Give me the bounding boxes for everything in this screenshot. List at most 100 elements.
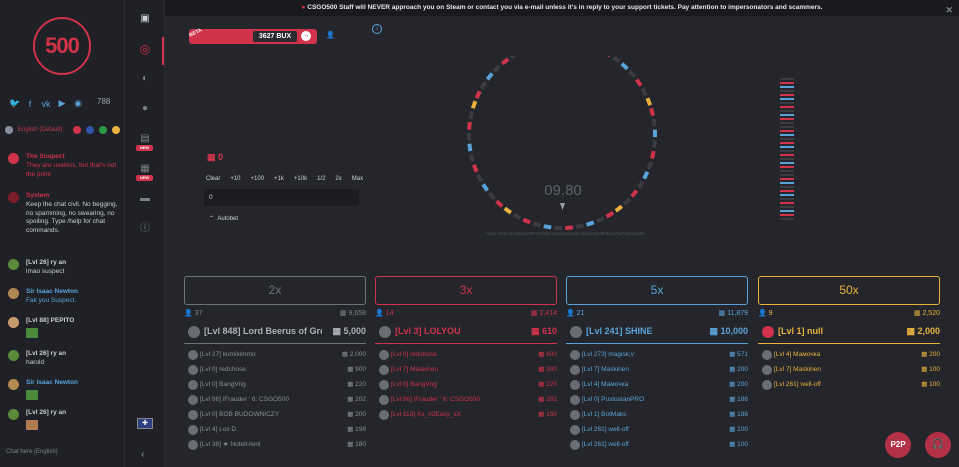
history-mark bbox=[780, 102, 794, 104]
language-selector[interactable]: English (Default) bbox=[5, 126, 121, 134]
wheel-segment bbox=[651, 118, 657, 127]
globe-icon bbox=[5, 126, 13, 134]
bettor-name[interactable]: [Lvl 96] iFrauder ' 6: CSGO500 bbox=[391, 396, 481, 403]
bettor-name[interactable]: [Lvl 273] magisk;v bbox=[582, 351, 635, 358]
bettor-row: [Lvl 4] Мамочка ▦ 200 bbox=[758, 348, 940, 363]
shop-icon[interactable]: ▦ bbox=[140, 163, 150, 174]
support-headset-icon[interactable]: 🎧 bbox=[925, 432, 951, 458]
bettor-name[interactable]: [Lvl 261] well-off bbox=[582, 441, 629, 448]
half-button[interactable]: 1/2 bbox=[317, 176, 326, 182]
chat-username[interactable]: [Lvl 88] PEPITO bbox=[26, 317, 75, 324]
bettor-name[interactable]: [Lvl 261] well-off bbox=[774, 381, 821, 388]
coins-icon: ▦ bbox=[538, 351, 547, 358]
info-icon[interactable]: ⓘ bbox=[140, 223, 150, 234]
add-10k-button[interactable]: +10k bbox=[293, 176, 308, 182]
chat-alert-icon[interactable]: ▣ bbox=[140, 13, 150, 24]
bettor-name[interactable]: [Lvl 0] redchose bbox=[200, 366, 246, 373]
flag-icon[interactable] bbox=[73, 126, 82, 134]
bettor-name[interactable]: [Lvl 4] Мамочка bbox=[774, 351, 821, 358]
roulette-icon[interactable]: ◎ bbox=[139, 42, 151, 56]
collapse-chevron-icon[interactable]: ‹ bbox=[141, 449, 145, 460]
bettor-amount-value: 2,000 bbox=[349, 351, 366, 358]
bettor-name[interactable]: [Lvl 0] BangVng bbox=[200, 381, 246, 388]
top-bettor-name[interactable]: [Lvl 1] null bbox=[778, 326, 823, 336]
bettor-amount-value: 200 bbox=[929, 351, 940, 358]
bettor-amount: ▦ 200 bbox=[347, 408, 366, 421]
add-100-button[interactable]: +100 bbox=[250, 176, 265, 182]
autobet-toggle[interactable]: ⌃ Autobet bbox=[209, 215, 238, 222]
bet-amount-value: 0 bbox=[218, 152, 224, 162]
wheel-segment bbox=[634, 78, 643, 87]
bettor-name[interactable]: [Lvl 4] Мамочка bbox=[582, 381, 629, 388]
close-icon[interactable]: ✕ bbox=[945, 5, 953, 15]
wheel-segment bbox=[620, 62, 629, 71]
clear-button[interactable]: Clear bbox=[206, 176, 221, 182]
discord-icon[interactable]: ◉ bbox=[74, 98, 82, 108]
wheel-segment bbox=[605, 211, 615, 219]
bet-0-button[interactable]: 2x bbox=[184, 276, 366, 305]
twitter-icon[interactable]: 🐦 bbox=[9, 98, 21, 108]
bettor-name[interactable]: [Lvl 0] BangVng bbox=[391, 381, 437, 388]
add-10-button[interactable]: +10 bbox=[230, 176, 241, 182]
top-bettor-name[interactable]: [Lvl 3] LOLYOU bbox=[395, 326, 461, 336]
bettor-list: [Lvl 273] magisk;v ▦ 571 [Lvl 7] Maskine… bbox=[566, 348, 748, 453]
bettor-name[interactable]: [Lvl 261] well-off bbox=[582, 426, 629, 433]
bettor-amount-value: 900 bbox=[355, 366, 366, 373]
chat-message: Sir Isaac Newton Fak you Suspect. bbox=[8, 288, 118, 306]
bettor-name[interactable]: [Lvl 7] Maskinen bbox=[391, 366, 438, 373]
uk-flag-icon[interactable]: ✚ bbox=[137, 418, 153, 429]
top-bettor-name[interactable]: [Lvl 241] SHINE bbox=[586, 326, 653, 336]
bet-1-button[interactable]: 3x bbox=[375, 276, 557, 305]
flag-icon[interactable] bbox=[99, 126, 108, 134]
bettor-amount-value: 150 bbox=[546, 411, 557, 418]
p2p-button[interactable]: P2P bbox=[885, 432, 911, 458]
bettor-name[interactable]: [Lvl 113] Xx_#2Easy_xX bbox=[391, 411, 461, 418]
double-button[interactable]: 2x bbox=[335, 176, 342, 182]
chat-username[interactable]: [Lvl 26] ry an bbox=[26, 350, 67, 357]
youtube-icon[interactable]: ▶ bbox=[58, 98, 66, 108]
wheel-segment bbox=[522, 217, 531, 225]
history-mark bbox=[780, 122, 794, 124]
bettor-row: [Lvl 261] well-off ▦ 100 bbox=[566, 423, 748, 438]
flag-icon[interactable] bbox=[112, 126, 121, 134]
chat-username[interactable]: [Lvl 26] ry an bbox=[26, 259, 67, 266]
bettor-name[interactable]: [Lvl 0] redchose bbox=[391, 351, 437, 358]
chat-message: [Lvl 88] PEPITO bbox=[8, 317, 118, 338]
user-icon[interactable]: ● bbox=[141, 103, 149, 114]
gift-icon[interactable]: ▤ bbox=[140, 133, 150, 144]
chat-username[interactable]: Sir Isaac Newton bbox=[26, 288, 79, 295]
inventory-icon[interactable]: ▬ bbox=[140, 193, 150, 204]
chat-input[interactable]: Chat here (English) bbox=[6, 449, 58, 455]
bettor-name[interactable]: [Lvl 4] Lox D bbox=[200, 426, 237, 433]
wheel-segment bbox=[469, 153, 475, 163]
chat-username[interactable]: Sir Isaac Newton bbox=[26, 379, 79, 386]
top-bettor-name[interactable]: [Lvl 848] Lord Beerus of Grea bbox=[204, 326, 322, 336]
bet-2-button[interactable]: 5x bbox=[566, 276, 748, 305]
bettor-name[interactable]: [Lvl 0] BOB BUDOWNICZY bbox=[200, 411, 280, 418]
history-mark bbox=[780, 166, 794, 168]
bettor-name[interactable]: [Lvl 7] Maskinen bbox=[774, 366, 821, 373]
vk-icon[interactable]: vk bbox=[41, 98, 51, 109]
bettor-name[interactable]: [Lvl 27] kumikimmo bbox=[200, 351, 256, 358]
bettor-name[interactable]: [Lvl 7] Maskinen bbox=[582, 366, 629, 373]
chat-username[interactable]: The Suspect bbox=[26, 153, 65, 160]
bettor-name[interactable]: [Lvl 0] PustostanPRO bbox=[582, 396, 645, 403]
bet-input[interactable]: 0 bbox=[204, 189, 359, 206]
profile-icon[interactable]: 👤 bbox=[326, 32, 335, 39]
site-logo[interactable]: 500 bbox=[33, 17, 91, 75]
add-funds-icon[interactable]: → bbox=[301, 31, 311, 41]
bet-3-button[interactable]: 50x bbox=[758, 276, 940, 305]
bettor-name[interactable]: [Lvl 38] ★ Nutell-lwnl bbox=[200, 441, 261, 448]
max-button[interactable]: Max bbox=[351, 176, 364, 182]
flag-icon[interactable] bbox=[86, 126, 95, 134]
chat-username[interactable]: [Lvl 26] ry an bbox=[26, 409, 67, 416]
coinflip-icon[interactable]: ◐ bbox=[141, 73, 149, 84]
bettor-name[interactable]: [Lvl 96] iFrauder ' 6: CSGO500 bbox=[200, 396, 290, 403]
add-1k-button[interactable]: +1k bbox=[274, 176, 284, 182]
bettor-name[interactable]: [Lvl 1] BotMaks bbox=[582, 411, 627, 418]
coins-icon: ▦ bbox=[347, 426, 356, 433]
nav-sidebar: ▣ ◎ ◐ ● ▤ NEW ▦ NEW ▬ ⓘ bbox=[125, 0, 165, 467]
chat-username[interactable]: System bbox=[26, 192, 50, 199]
facebook-icon[interactable]: f bbox=[28, 98, 32, 109]
info-icon[interactable]: i bbox=[372, 24, 382, 34]
